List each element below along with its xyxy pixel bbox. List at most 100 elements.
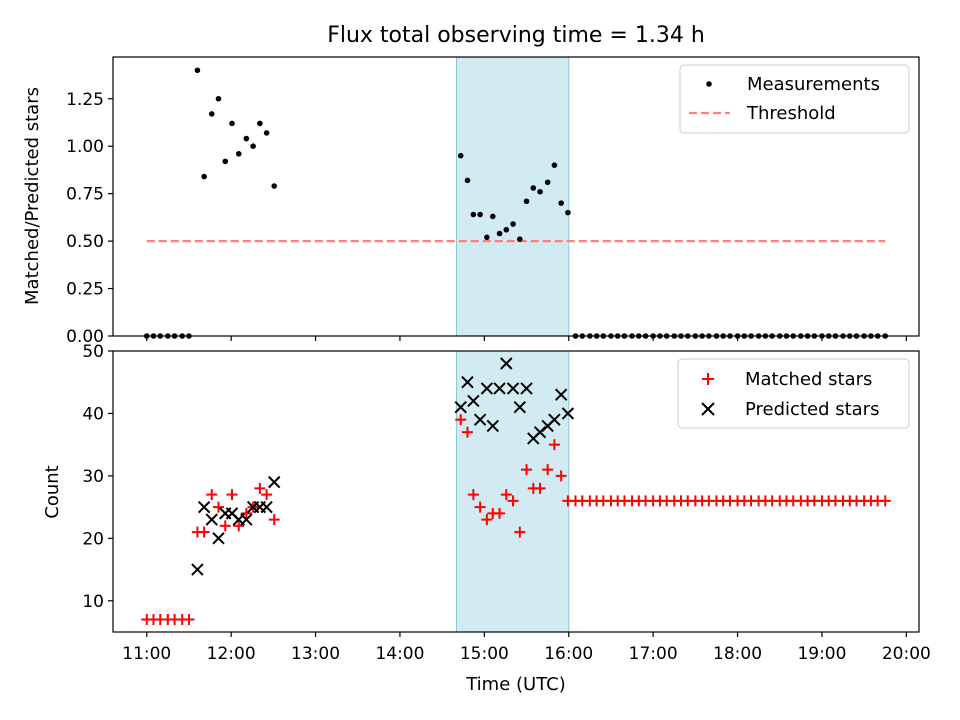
matched-star-point (233, 520, 245, 532)
x-tick-label: 19:00 (797, 644, 846, 664)
measurement-point (457, 152, 464, 159)
matched-star-point (474, 501, 486, 513)
predicted-star-point (454, 400, 467, 414)
top-legend: Measurements Threshold (679, 64, 910, 134)
measurement-point (510, 221, 516, 227)
bottom-predicted-points (191, 357, 575, 576)
measurement-point (551, 162, 558, 168)
predicted-star-point (506, 382, 520, 395)
matched-star-point (226, 489, 238, 501)
legend-predicted-marker (701, 402, 715, 416)
matched-star-point (461, 426, 473, 438)
y-tick-label: 0.00 (66, 327, 104, 347)
measurement-point (222, 158, 229, 165)
y-tick-label: 10 (82, 592, 104, 612)
y-tick-label: 0.50 (66, 232, 104, 252)
measurement-point (503, 226, 510, 233)
top-legend-box (679, 64, 910, 134)
predicted-star-point (554, 388, 568, 401)
x-tick-label: 16:00 (544, 644, 593, 664)
measurement-point (516, 236, 523, 243)
top-y-axis-label: Matched/Predicted stars (22, 87, 43, 305)
predicted-star-point (513, 400, 527, 414)
top-axes-frame (112, 56, 920, 337)
y-tick-label: 50 (82, 342, 104, 362)
x-tick-label: 11:00 (122, 644, 171, 664)
bottom-axes-frame (112, 350, 920, 633)
bottom-x-ticks: 11:00 12:00 13:00 14:00 15:00 16:00 17:00 18:00… (122, 632, 931, 664)
matched-star-point (514, 526, 526, 538)
measurement-point (215, 95, 222, 102)
matched-star-point (212, 501, 224, 513)
predicted-star-point (486, 419, 499, 433)
measurement-point (477, 211, 483, 218)
predicted-star-point (561, 407, 575, 420)
matched-star-point (521, 464, 533, 476)
bottom-y-axis-label: Count (42, 465, 63, 518)
top-x-ticks (146, 336, 907, 341)
matched-star-point (500, 489, 512, 501)
predicted-star-point (520, 382, 533, 395)
predicted-star-point (500, 357, 513, 370)
predicted-star-point (473, 413, 487, 426)
matched-star-point (198, 526, 210, 538)
matched-star-point (240, 507, 252, 519)
predicted-star-point (212, 532, 225, 545)
predicted-star-point (267, 475, 281, 489)
x-tick-label: 15:00 (460, 644, 509, 664)
matched-star-point (879, 495, 891, 507)
measurement-point (530, 185, 537, 191)
matched-star-point (254, 482, 266, 494)
measurement-point (243, 135, 250, 142)
y-tick-label: 30 (82, 467, 104, 487)
matched-star-point (507, 495, 519, 507)
measurement-point (250, 143, 256, 150)
legend-matched-label: Matched stars (745, 369, 872, 390)
measurement-point (565, 209, 571, 216)
y-tick-label: 40 (82, 404, 104, 424)
predicted-star-point (260, 500, 273, 514)
measurement-point (194, 67, 201, 74)
y-tick-label: 0.25 (66, 280, 104, 300)
predicted-star-point (493, 382, 506, 395)
legend-predicted-label: Predicted stars (745, 399, 879, 420)
measurement-point (464, 177, 471, 184)
predicted-star-point (461, 376, 474, 389)
predicted-star-point (548, 413, 561, 426)
measurement-point (271, 183, 278, 189)
matched-star-point (467, 489, 479, 501)
predicted-star-point (480, 382, 494, 395)
top-y-ticks: 0.00 0.25 0.50 0.75 1.00 1.25 (66, 90, 113, 347)
predicted-star-point (467, 394, 480, 408)
matched-star-point (268, 514, 280, 526)
measurement-point (470, 211, 477, 218)
legend-measurements-marker (706, 81, 712, 87)
observing-window (455, 56, 570, 337)
x-tick-label: 12:00 (207, 644, 256, 664)
measurement-point (257, 120, 263, 127)
y-tick-label: 0.75 (66, 185, 104, 205)
matched-star-point (534, 482, 546, 494)
matched-star-point (555, 470, 567, 482)
x-tick-label: 20:00 (882, 644, 931, 664)
measurement-point (229, 120, 235, 127)
matched-star-point (542, 464, 554, 476)
predicted-star-point (205, 513, 218, 526)
predicted-star-point (197, 500, 211, 514)
legend-threshold-label: Threshold (746, 103, 836, 124)
x-tick-label: 14:00 (375, 644, 424, 664)
x-tick-label: 18:00 (713, 644, 762, 664)
matched-star-point (548, 439, 560, 451)
bottom-legend-box (677, 358, 910, 429)
measurement-point (537, 188, 543, 195)
x-axis-label: Time (UTC) (465, 674, 566, 695)
predicted-star-point (240, 513, 253, 526)
top-shaded-region (455, 56, 570, 337)
measurement-point (558, 200, 564, 206)
legend-matched-marker (702, 373, 714, 385)
measurement-point (263, 130, 270, 136)
predicted-star-point (191, 563, 204, 576)
matched-star-point (494, 507, 506, 519)
y-tick-label: 20 (82, 529, 104, 549)
